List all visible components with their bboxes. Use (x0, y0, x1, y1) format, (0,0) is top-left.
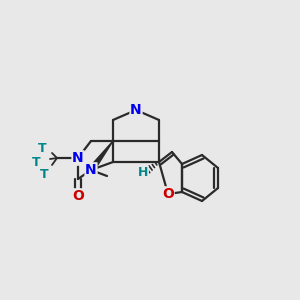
Polygon shape (88, 141, 113, 172)
Text: O: O (72, 189, 84, 203)
Text: N: N (130, 103, 142, 117)
Text: T: T (32, 155, 40, 169)
Text: O: O (162, 187, 174, 201)
Text: H: H (138, 167, 148, 179)
Text: T: T (40, 167, 48, 181)
Text: N: N (85, 163, 97, 177)
Text: T: T (38, 142, 46, 154)
Text: N: N (72, 151, 84, 165)
